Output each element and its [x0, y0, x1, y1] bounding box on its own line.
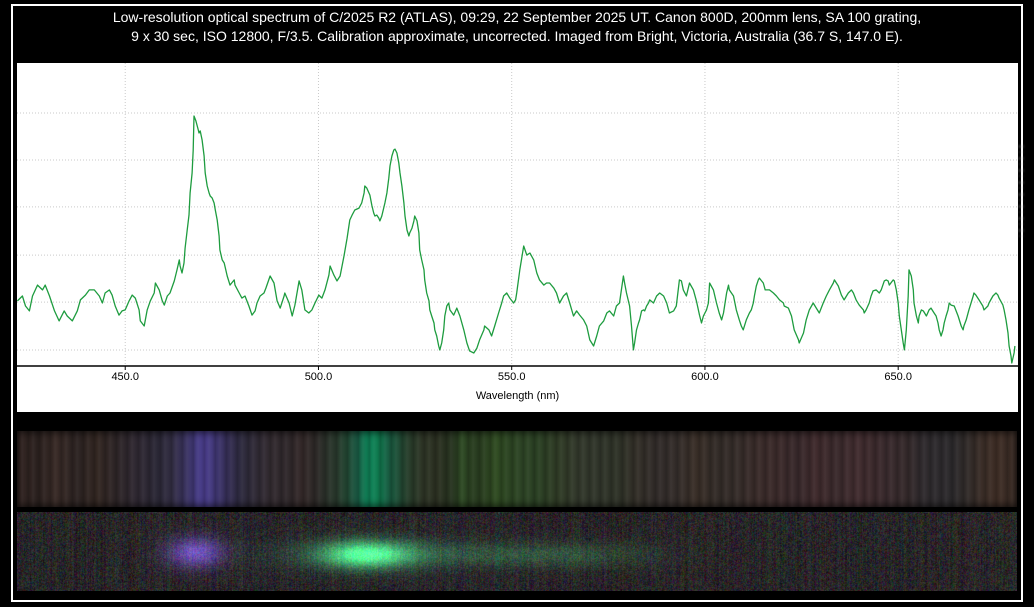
x-tick-label: 600.0 — [675, 370, 735, 384]
x-tick-label: 500.0 — [288, 370, 348, 384]
faint-watermark — [1018, 145, 1024, 237]
chart-title: Low-resolution optical spectrum of C/202… — [0, 8, 1034, 46]
x-tick-label: 450.0 — [95, 370, 155, 384]
raw-spectrum-image-strip — [17, 512, 1017, 591]
raw-spectrum-canvas — [17, 512, 1017, 591]
chart-panel: 450.0 500.0 550.0 600.0 650.0 Wavelength (nm… — [17, 63, 1018, 412]
x-axis-title: Wavelength (nm) — [17, 389, 1018, 403]
x-axis-tick-labels: 450.0 500.0 550.0 600.0 650.0 — [17, 370, 1018, 386]
x-tick-label: 550.0 — [482, 370, 542, 384]
spectrum-svg — [17, 63, 1018, 374]
synthesized-spectrum-strip — [17, 431, 1017, 507]
x-tick-label: 650.0 — [868, 370, 928, 384]
chart-title-line-2: 9 x 30 sec, ISO 12800, F/3.5. Calibratio… — [0, 27, 1034, 46]
spectrum-line — [17, 116, 1015, 363]
chart-title-line-1: Low-resolution optical spectrum of C/202… — [0, 8, 1034, 27]
